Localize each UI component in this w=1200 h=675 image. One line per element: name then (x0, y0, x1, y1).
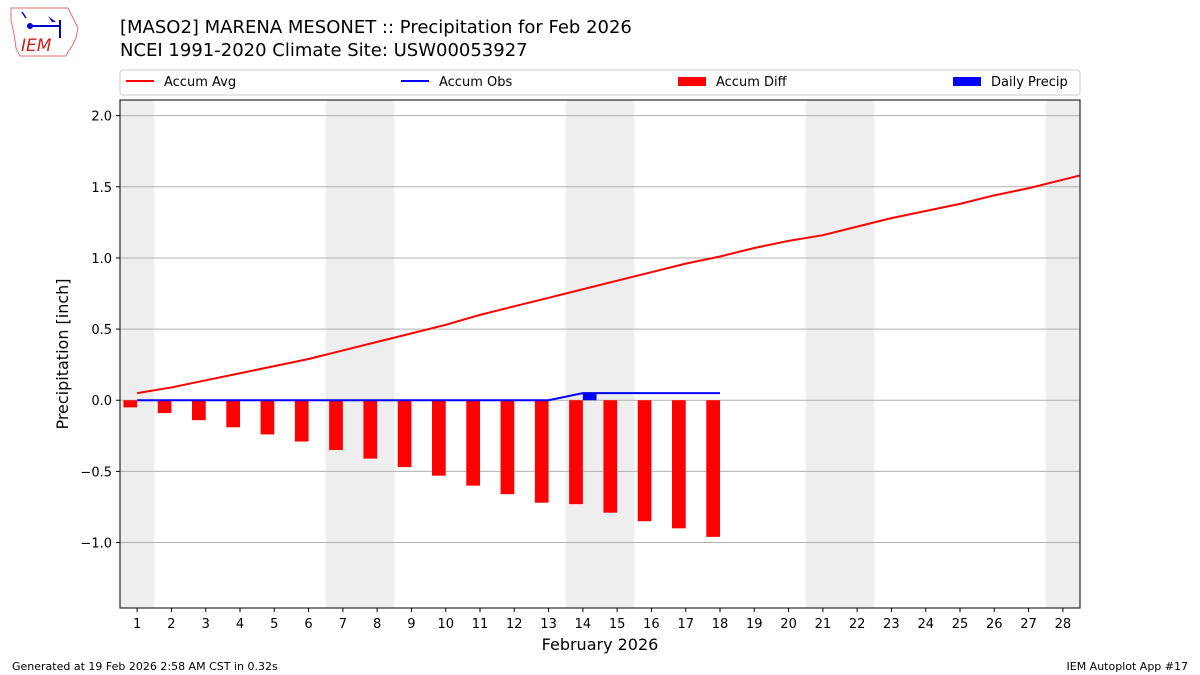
legend-accum-obs-label: Accum Obs (439, 75, 512, 90)
accum-diff-bar (123, 400, 138, 408)
legend-accum-diff-label: Accum Diff (716, 75, 788, 90)
x-tick-label: 2 (167, 617, 175, 632)
chart-title: [MASO2] MARENA MESONET :: Precipitation … (120, 17, 632, 38)
accum-diff-bar (466, 400, 480, 486)
plot-frame (119, 99, 1081, 609)
accum-diff-bar (637, 400, 652, 522)
accum-diff-bar (329, 400, 343, 451)
x-tick-label: 23 (883, 617, 900, 632)
accum-obs-line (137, 392, 720, 402)
x-tick-label: 17 (677, 617, 694, 632)
y-tick-label: 2.0 (91, 110, 112, 125)
accum-diff-bar (706, 400, 720, 537)
weekend-shade (805, 100, 875, 608)
x-tick-label: 26 (986, 617, 1003, 632)
accum-diff-bar (603, 400, 618, 513)
x-tick-label: 18 (712, 617, 729, 632)
y-tick-label: 0.0 (91, 394, 112, 409)
accum-diff-bar (157, 400, 172, 414)
y-axis-label: Precipitation [inch] (53, 278, 72, 429)
accum-diff-bar (534, 400, 549, 503)
x-tick-label: 20 (780, 617, 797, 632)
x-tick-label: 13 (540, 617, 557, 632)
y-tick-label: 1.0 (91, 252, 112, 267)
accum-diff-bar (226, 400, 240, 428)
weekend-shade (325, 100, 395, 608)
x-tick-label: 11 (472, 617, 489, 632)
accum-diff-bar (363, 400, 378, 459)
legend-daily-precip-label: Daily Precip (991, 75, 1068, 90)
accum-diff-bar (192, 400, 206, 421)
x-tick-label: 28 (1055, 617, 1072, 632)
y-tick-label: −1.0 (80, 537, 112, 552)
chart-subtitle: NCEI 1991-2020 Climate Site: USW00053927 (120, 40, 528, 61)
x-axis-label: February 2026 (542, 635, 659, 654)
x-tick-label: 22 (849, 617, 866, 632)
x-tick-label: 9 (407, 617, 415, 632)
x-tick-label: 15 (609, 617, 626, 632)
accum-diff-bar (672, 400, 686, 529)
x-tick-label: 5 (270, 617, 278, 632)
x-tick-label: 7 (339, 617, 347, 632)
legend-accum-avg-label: Accum Avg (164, 75, 236, 90)
x-tick-label: 16 (643, 617, 660, 632)
footer-app: IEM Autoplot App #17 (1066, 660, 1189, 673)
x-tick-label: 1 (133, 617, 141, 632)
accum-diff-bar (294, 400, 309, 442)
accum-diff-bar (569, 400, 583, 505)
x-tick-label: 8 (373, 617, 381, 632)
x-tick-label: 21 (815, 617, 832, 632)
x-tick-label: 19 (746, 617, 763, 632)
weekend-shade (565, 100, 635, 608)
x-tick-label: 24 (917, 617, 934, 632)
x-tick-label: 25 (952, 617, 969, 632)
svg-text:IEM: IEM (21, 36, 52, 56)
daily-precip-bar (582, 393, 597, 401)
accum-diff-bar (500, 400, 515, 495)
x-tick-label: 14 (575, 617, 592, 632)
x-tick-label: 27 (1020, 617, 1037, 632)
legend-box (119, 69, 1081, 96)
accum-diff-bar (432, 400, 446, 476)
footer-generated: Generated at 19 Feb 2026 2:58 AM CST in … (12, 660, 278, 673)
x-tick-label: 6 (304, 617, 312, 632)
accum-diff-bar (397, 400, 412, 468)
iem-logo: IEM (10, 7, 79, 57)
x-tick-label: 3 (202, 617, 210, 632)
y-tick-label: 0.5 (91, 323, 112, 338)
weekend-shade (1045, 100, 1080, 608)
weekend-shade (120, 100, 155, 608)
y-tick-label: −0.5 (80, 465, 112, 480)
accum-diff-bar (260, 400, 275, 435)
legend-daily-precip-swatch (953, 77, 981, 86)
x-tick-label: 4 (236, 617, 244, 632)
y-tick-label: 1.5 (91, 181, 112, 196)
x-tick-label: 10 (437, 617, 454, 632)
legend-accum-diff-swatch (678, 77, 706, 86)
x-tick-label: 12 (506, 617, 523, 632)
accum-avg-line (136, 174, 1081, 395)
